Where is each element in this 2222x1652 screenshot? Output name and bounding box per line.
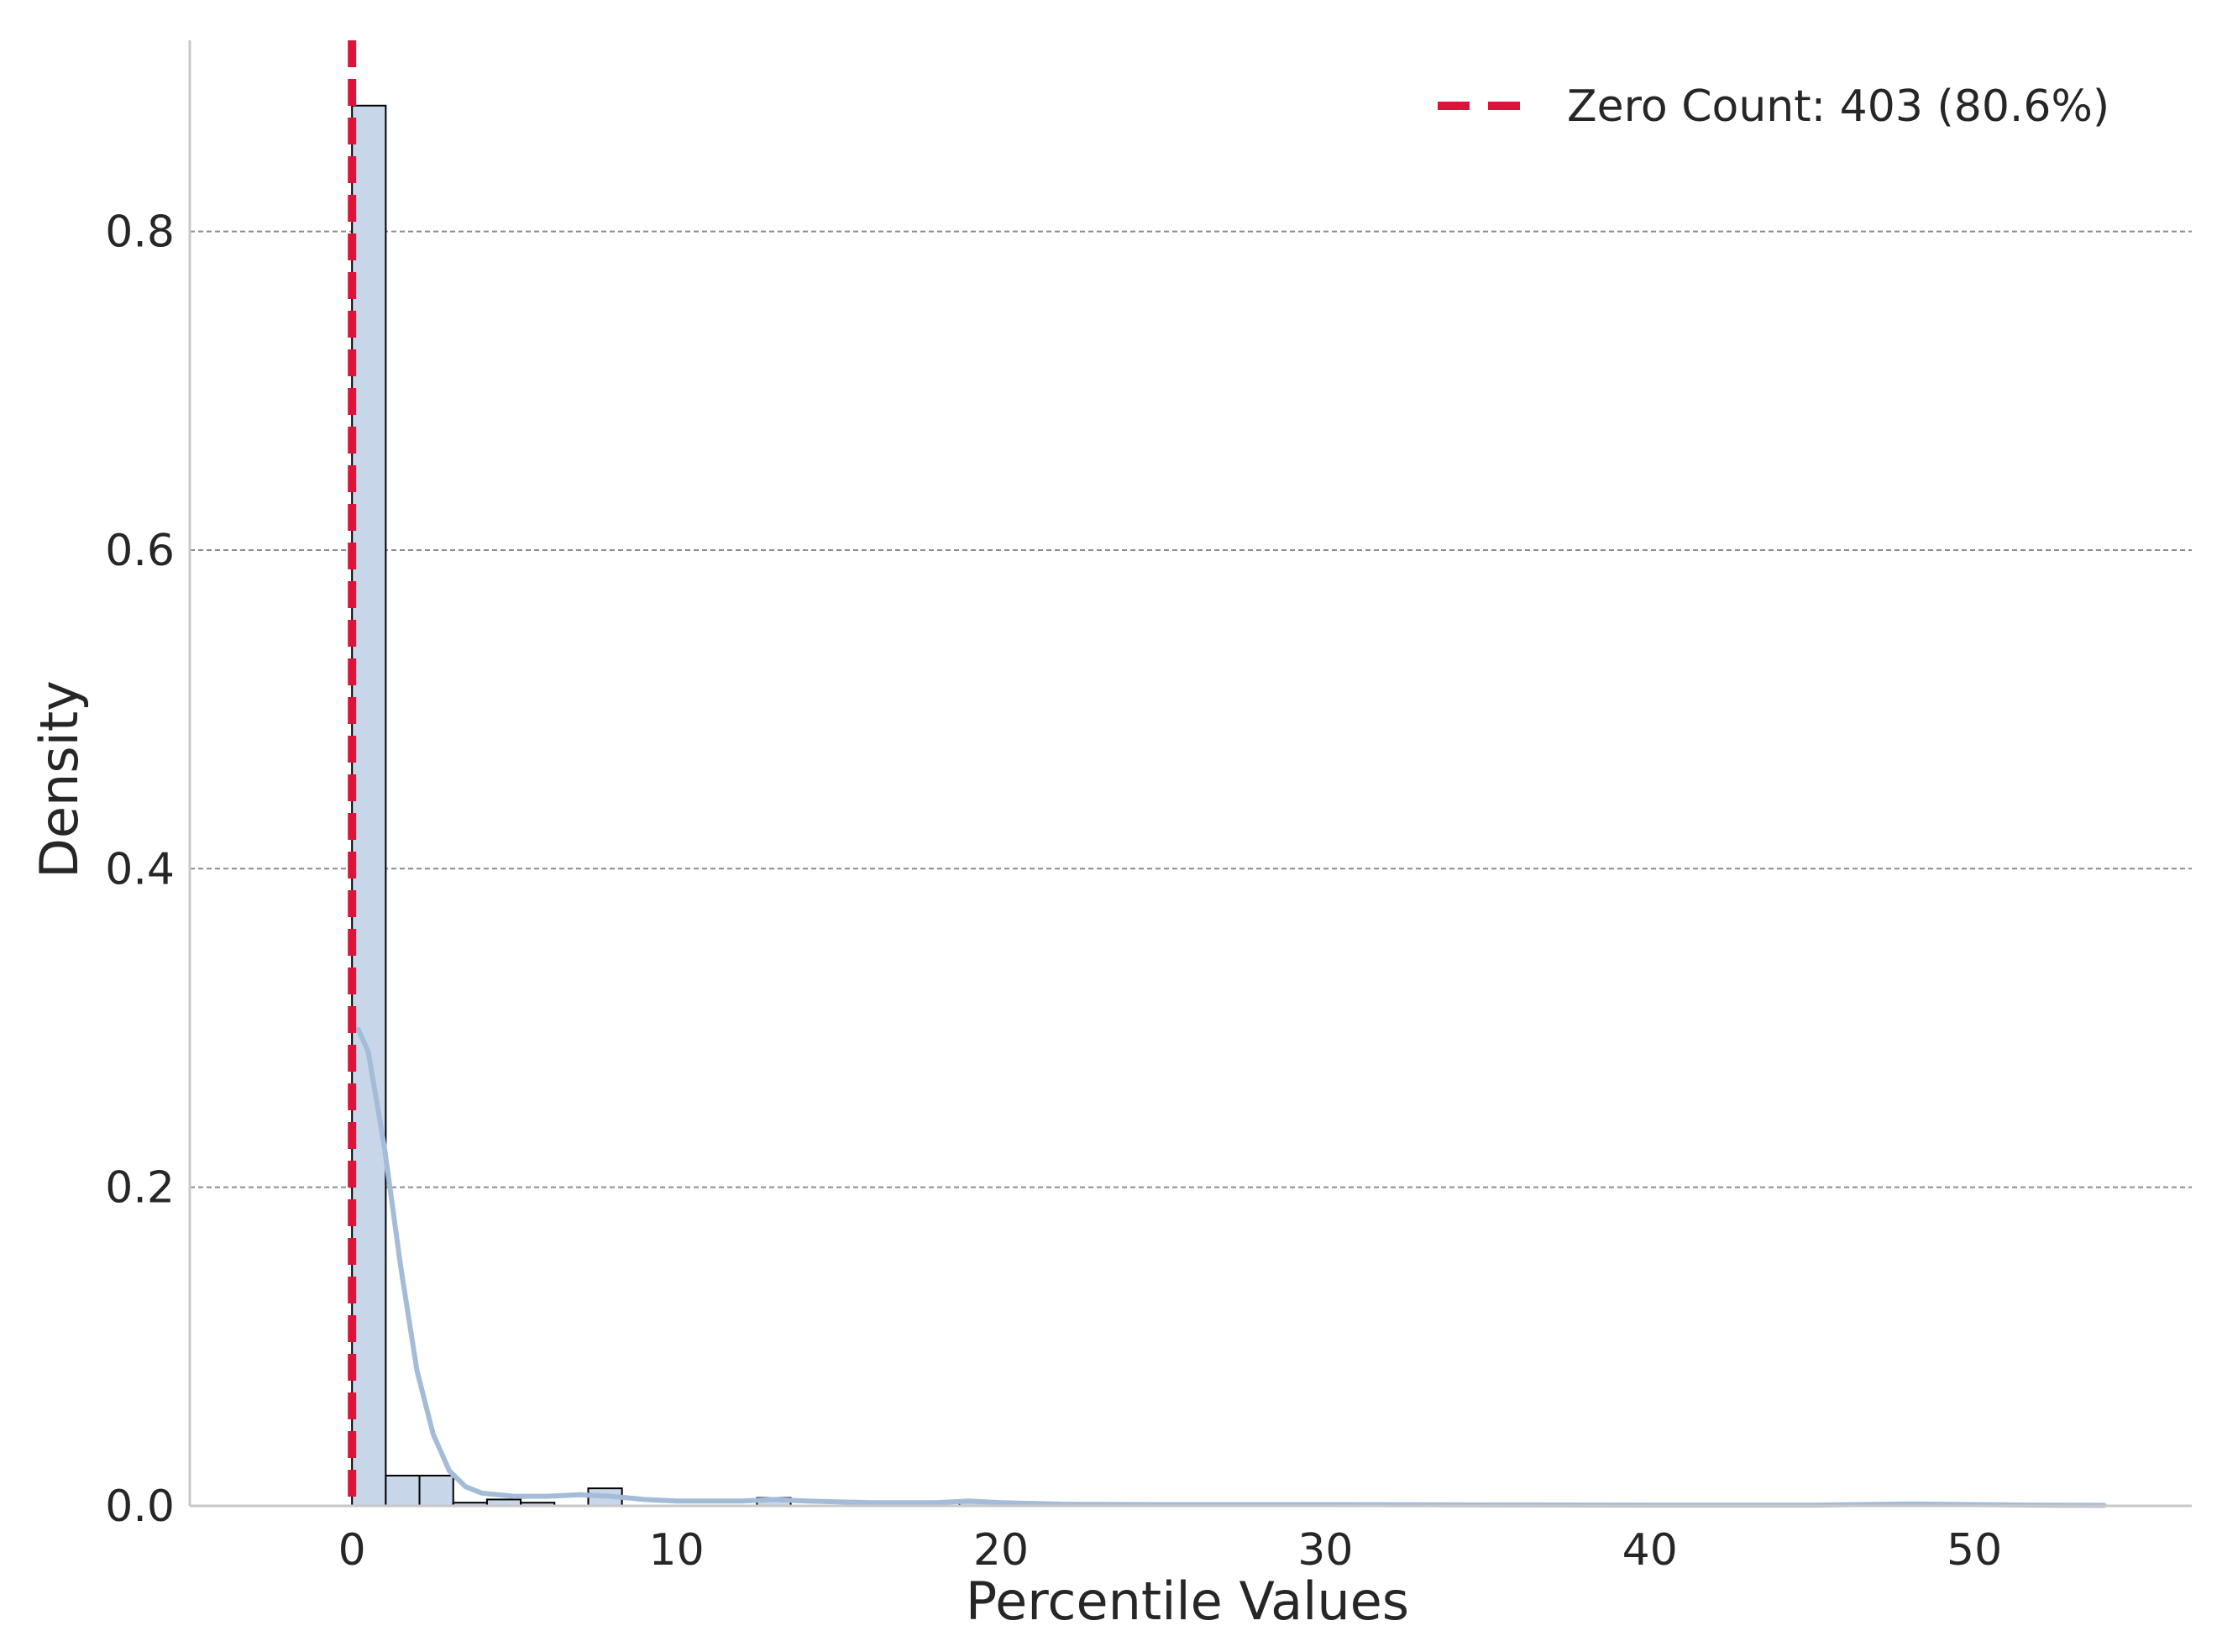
x-tick-label-0: 0 — [338, 1525, 366, 1576]
legend: Zero Count: 403 (80.6%) — [1438, 81, 2109, 132]
histogram-bars — [351, 104, 2041, 1508]
histogram-bar-1 — [385, 1474, 421, 1507]
y-tick-label-2: 0.4 — [105, 844, 175, 894]
x-tick-label-2: 20 — [973, 1525, 1029, 1576]
x-axis-title: Percentile Values — [966, 1571, 1409, 1632]
kde-curve — [355, 1026, 2107, 1508]
kde-curve-group — [355, 1026, 2107, 1508]
y-tick-label-3: 0.6 — [105, 526, 175, 576]
x-tick-label-5: 50 — [1947, 1525, 2002, 1576]
y-tick-label-4: 0.8 — [105, 207, 175, 258]
tick-labels: 0 10 20 30 40 50 0.0 0.2 0.4 0.6 0.8 — [105, 207, 2002, 1576]
x-tick-label-3: 30 — [1297, 1525, 1353, 1576]
y-tick-label-0: 0.0 — [105, 1482, 175, 1532]
legend-label-zero-count: Zero Count: 403 (80.6%) — [1567, 81, 2109, 132]
x-tick-label-1: 10 — [648, 1525, 704, 1576]
histogram-bar-2 — [418, 1474, 454, 1507]
axes — [188, 40, 2192, 1508]
x-tick-label-4: 40 — [1622, 1525, 1678, 1576]
histogram-bar-0 — [351, 104, 387, 1507]
grid-lines — [190, 230, 2192, 1188]
y-tick-label-1: 0.2 — [105, 1163, 175, 1214]
y-axis-title: Density — [29, 680, 90, 878]
